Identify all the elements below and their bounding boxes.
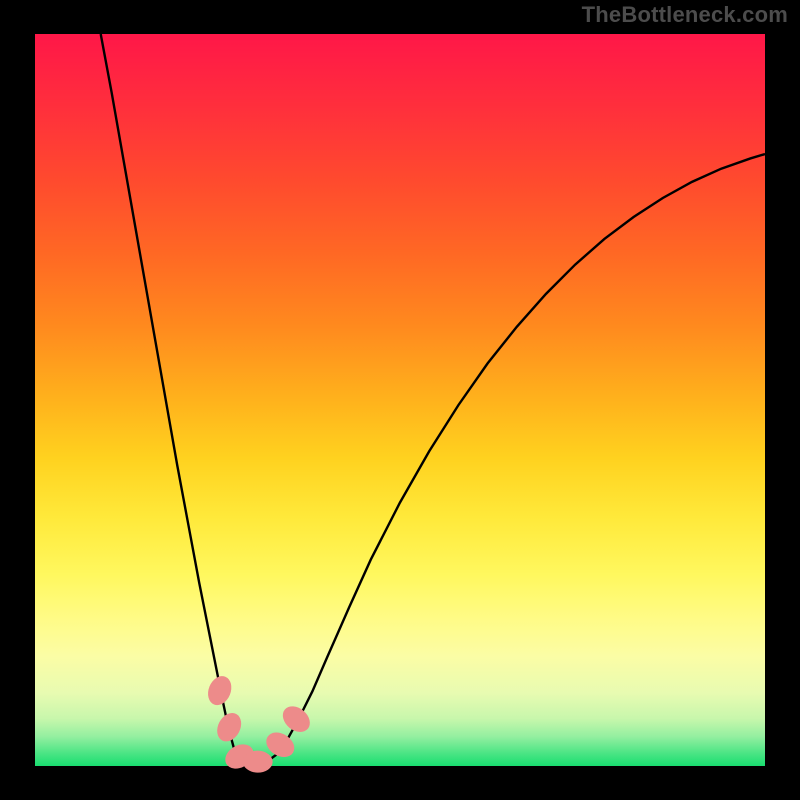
watermark-text: TheBottleneck.com (582, 2, 788, 28)
plot-background (35, 34, 765, 766)
bottleneck-chart (0, 0, 800, 800)
